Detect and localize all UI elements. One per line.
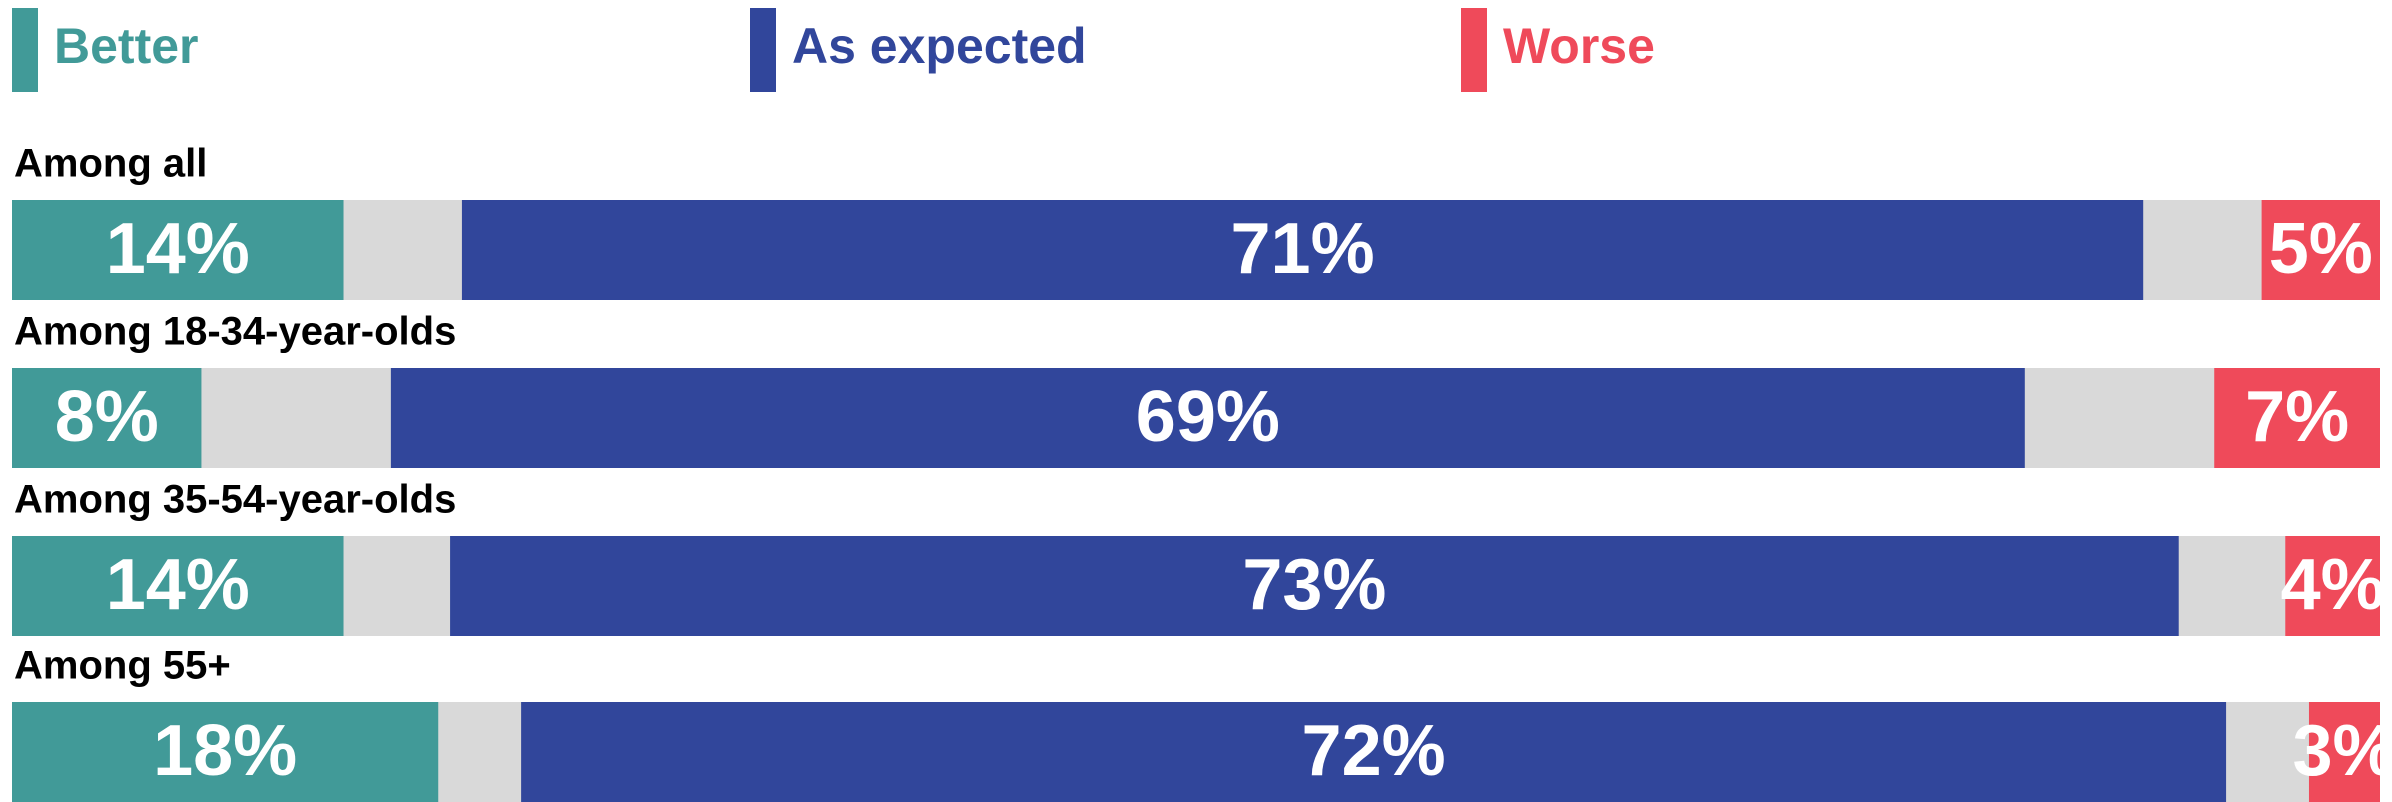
value-label: 14% — [106, 545, 250, 625]
bar-segment — [12, 702, 439, 802]
row-label: Among 35-54-year-olds — [14, 478, 456, 522]
bar-segment — [2214, 368, 2380, 468]
value-label: 71% — [1231, 209, 1375, 289]
bar-segment — [12, 368, 202, 468]
legend-label: As expected — [792, 18, 1087, 74]
value-label: 5% — [2269, 209, 2373, 289]
bar-segment — [2261, 200, 2380, 300]
bar-segment — [450, 536, 2179, 636]
value-label: 14% — [106, 209, 250, 289]
row-label: Among all — [14, 142, 207, 186]
value-label: 8% — [55, 377, 159, 457]
bar-segment — [2285, 536, 2380, 636]
legend-swatch — [750, 8, 776, 92]
value-label: 69% — [1136, 377, 1280, 457]
value-label: 3% — [2292, 711, 2392, 791]
bar-segment — [521, 702, 2227, 802]
bar-segment — [390, 368, 2025, 468]
value-label: 4% — [2281, 545, 2385, 625]
row-label: Among 55+ — [14, 644, 231, 688]
legend-label: Worse — [1503, 18, 1655, 74]
bar-segment — [2308, 702, 2380, 802]
legend-swatch — [1461, 8, 1487, 92]
value-label: 72% — [1302, 711, 1446, 791]
bar-segment — [12, 200, 344, 300]
bar-segment — [12, 536, 344, 636]
value-label: 73% — [1242, 545, 1386, 625]
bar-segment — [461, 200, 2144, 300]
value-label: 18% — [153, 711, 297, 791]
legend-label: Better — [54, 18, 198, 74]
legend-swatch — [12, 8, 38, 92]
row-label: Among 18-34-year-olds — [14, 310, 456, 354]
value-label: 7% — [2245, 377, 2349, 457]
